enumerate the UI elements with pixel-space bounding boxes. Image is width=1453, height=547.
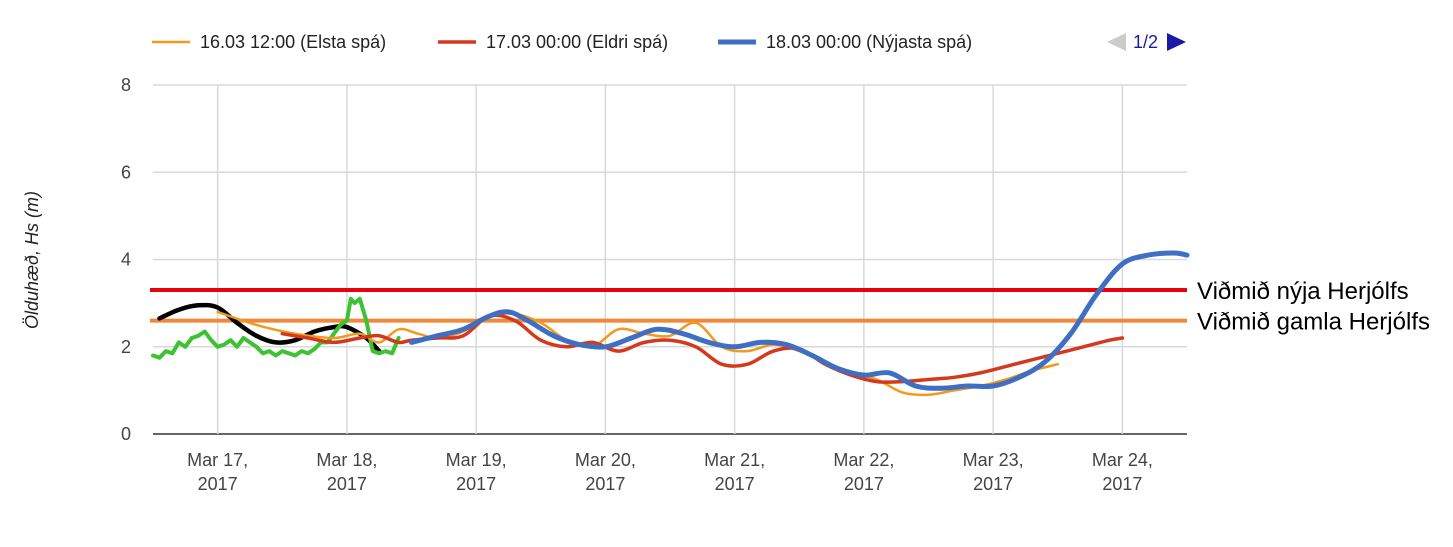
x-tick-label: Mar 24,	[1092, 450, 1153, 470]
x-tick-label: Mar 23,	[963, 450, 1024, 470]
y-tick-label: 4	[121, 250, 131, 270]
series-line-2	[280, 313, 1125, 384]
x-tick-label: Mar 20,	[575, 450, 636, 470]
x-tick-year-label: 2017	[715, 474, 755, 494]
y-tick-label: 0	[121, 424, 131, 444]
legend-page-indicator: 1/2	[1133, 32, 1158, 52]
x-tick-label: Mar 19,	[446, 450, 507, 470]
previous-page-icon[interactable]	[1107, 33, 1126, 51]
x-tick-label: Mar 17,	[187, 450, 248, 470]
legend-pager: 1/2	[1107, 32, 1186, 52]
x-tick-year-label: 2017	[844, 474, 884, 494]
x-tick-year-label: 2017	[973, 474, 1013, 494]
x-tick-year-label: 2017	[456, 474, 496, 494]
x-tick-label: Mar 22,	[833, 450, 894, 470]
next-page-icon[interactable]	[1167, 33, 1186, 51]
threshold-lines: Viðmið nýja Herjólfs Viðmið gamla Herjólf…	[150, 278, 1430, 336]
x-tick-year-label: 2017	[198, 474, 238, 494]
y-tick-label: 8	[121, 75, 131, 95]
threshold-label: Viðmið gamla Herjólfs	[1197, 309, 1430, 336]
x-tick-year-label: 2017	[585, 474, 625, 494]
x-axis: Mar 17, 2017 Mar 18, 2017 Mar 19, 2017 Mar 20,…	[187, 450, 1153, 494]
legend-entry: 17.03 00:00 (Eldri spá)	[486, 32, 668, 52]
x-tick-label: Mar 21,	[704, 450, 765, 470]
legend-entry: 16.03 12:00 (Elsta spá)	[200, 32, 386, 52]
series-line-3	[409, 250, 1190, 391]
series-line-measured-black	[157, 302, 382, 354]
legend: 16.03 12:00 (Elsta spá) 17.03 00:00 (Eldr…	[152, 32, 972, 52]
legend-entry: 18.03 00:00 (Nýjasta spá)	[766, 32, 972, 52]
x-tick-year-label: 2017	[1102, 474, 1142, 494]
series-line-measured-green	[151, 296, 401, 360]
y-tick-label: 2	[121, 337, 131, 357]
data-series	[151, 250, 1190, 397]
threshold-label: Viðmið nýja Herjólfs	[1197, 278, 1409, 305]
grid-lines	[153, 84, 1187, 435]
x-tick-year-label: 2017	[327, 474, 367, 494]
x-tick-label: Mar 18,	[316, 450, 377, 470]
y-axis-label: Ölduhæð, Hs (m)	[22, 191, 42, 329]
y-tick-label: 6	[121, 162, 131, 182]
y-axis: 0 2 4 6 8	[121, 75, 131, 444]
